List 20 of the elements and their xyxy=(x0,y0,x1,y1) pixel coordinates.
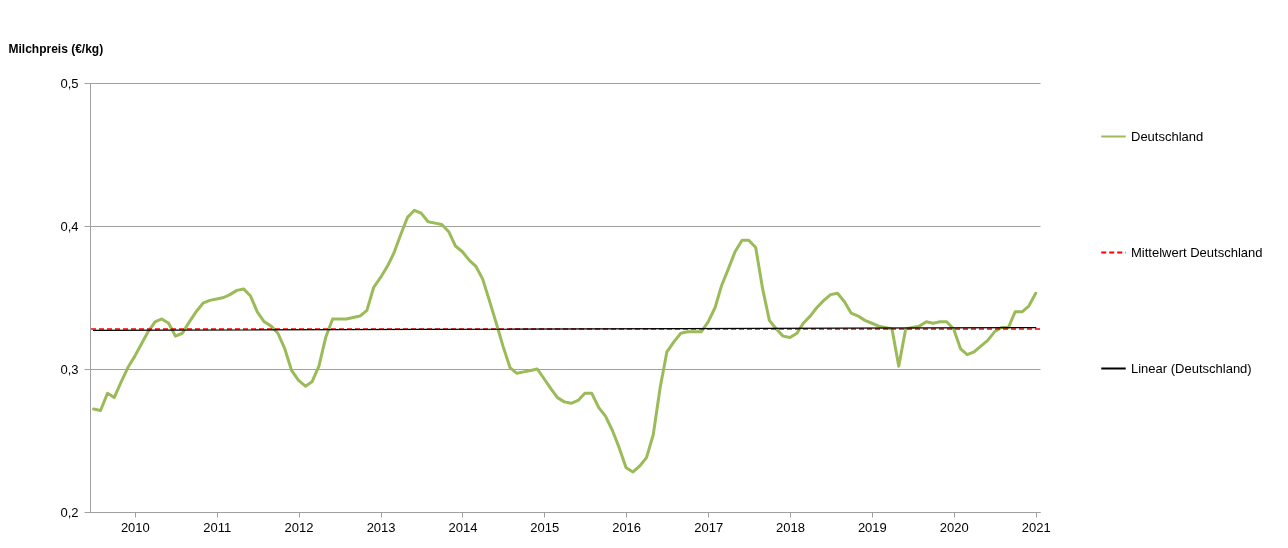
x-tick-label: 2012 xyxy=(284,519,314,535)
x-tick-label: 2010 xyxy=(120,519,150,535)
y-axis-title: Milchpreis (€/kg) xyxy=(8,41,104,56)
x-tick-label: 2011 xyxy=(203,519,232,535)
x-tick-label: 2017 xyxy=(694,519,724,535)
x-tick-label: 2021 xyxy=(1021,519,1051,535)
x-tick-label: 2015 xyxy=(530,519,560,535)
x-tick-label: 2020 xyxy=(939,519,969,535)
y-tick-label: 0,2 xyxy=(60,504,79,520)
legend-label: Deutschland xyxy=(1131,128,1204,144)
x-tick-label: 2018 xyxy=(776,519,805,535)
x-tick-label: 2019 xyxy=(857,519,887,535)
y-tick-label: 0,3 xyxy=(60,361,79,377)
legend-label: Mittelwert Deutschland xyxy=(1131,244,1263,260)
y-tick-label: 0,4 xyxy=(60,218,79,234)
x-tick-label: 2013 xyxy=(366,519,396,535)
x-tick-label: 2016 xyxy=(612,519,642,535)
x-tick-label: 2014 xyxy=(448,519,478,535)
legend-label: Linear (Deutschland) xyxy=(1131,360,1252,376)
y-tick-label: 0,5 xyxy=(60,75,79,91)
